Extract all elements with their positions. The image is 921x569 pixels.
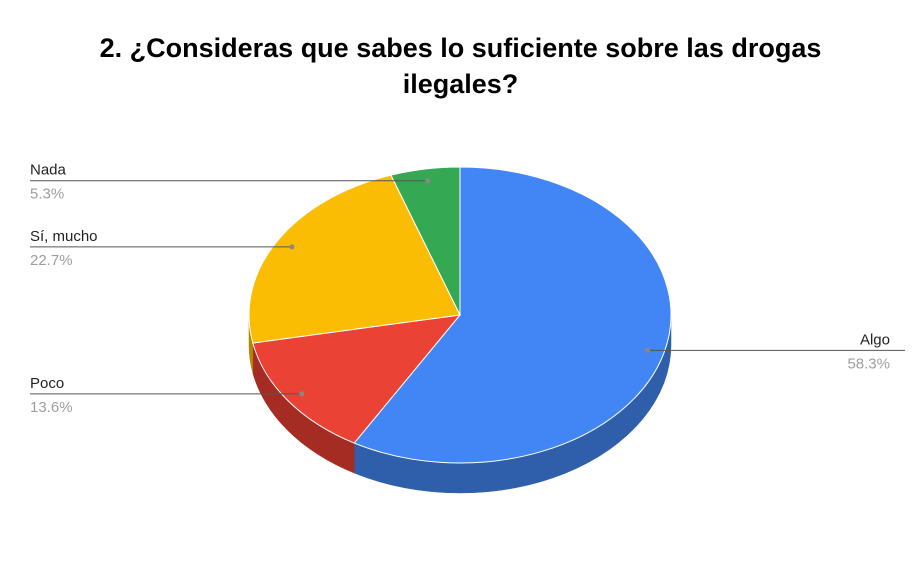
slice-value-nada: 5.3% [30, 186, 64, 203]
leader-dot-algo [644, 347, 650, 353]
leader-dot-si-mucho [289, 244, 295, 250]
chart-title-line-1: 2. ¿Consideras que sabes lo suficiente s… [99, 33, 822, 63]
pie-slice-nada [390, 166, 461, 316]
pie-slice-algo [353, 166, 672, 464]
pie-slice-poco [252, 314, 462, 444]
pie-slice-si-mucho [248, 174, 461, 344]
slice-label-si-mucho: Sí, mucho [30, 228, 98, 245]
slice-label-poco: Poco [30, 375, 64, 392]
chart-title-line-2: ilegales? [402, 69, 519, 99]
chart-title: 2. ¿Consideras que sabes lo suficiente s… [0, 30, 921, 102]
slice-label-nada: Nada [30, 162, 67, 179]
slice-value-poco: 13.6% [30, 399, 73, 416]
pie-labels: Algo 58.3% Poco 13.6% Sí, mucho 22.7% Nada 5.3% [30, 162, 905, 416]
slice-value-si-mucho: 22.7% [30, 252, 73, 269]
slice-value-algo: 58.3% [847, 355, 890, 372]
slice-label-algo: Algo [860, 331, 890, 348]
leader-dot-nada [425, 178, 431, 184]
leader-dot-poco [299, 391, 305, 397]
pie-slices [248, 166, 672, 464]
